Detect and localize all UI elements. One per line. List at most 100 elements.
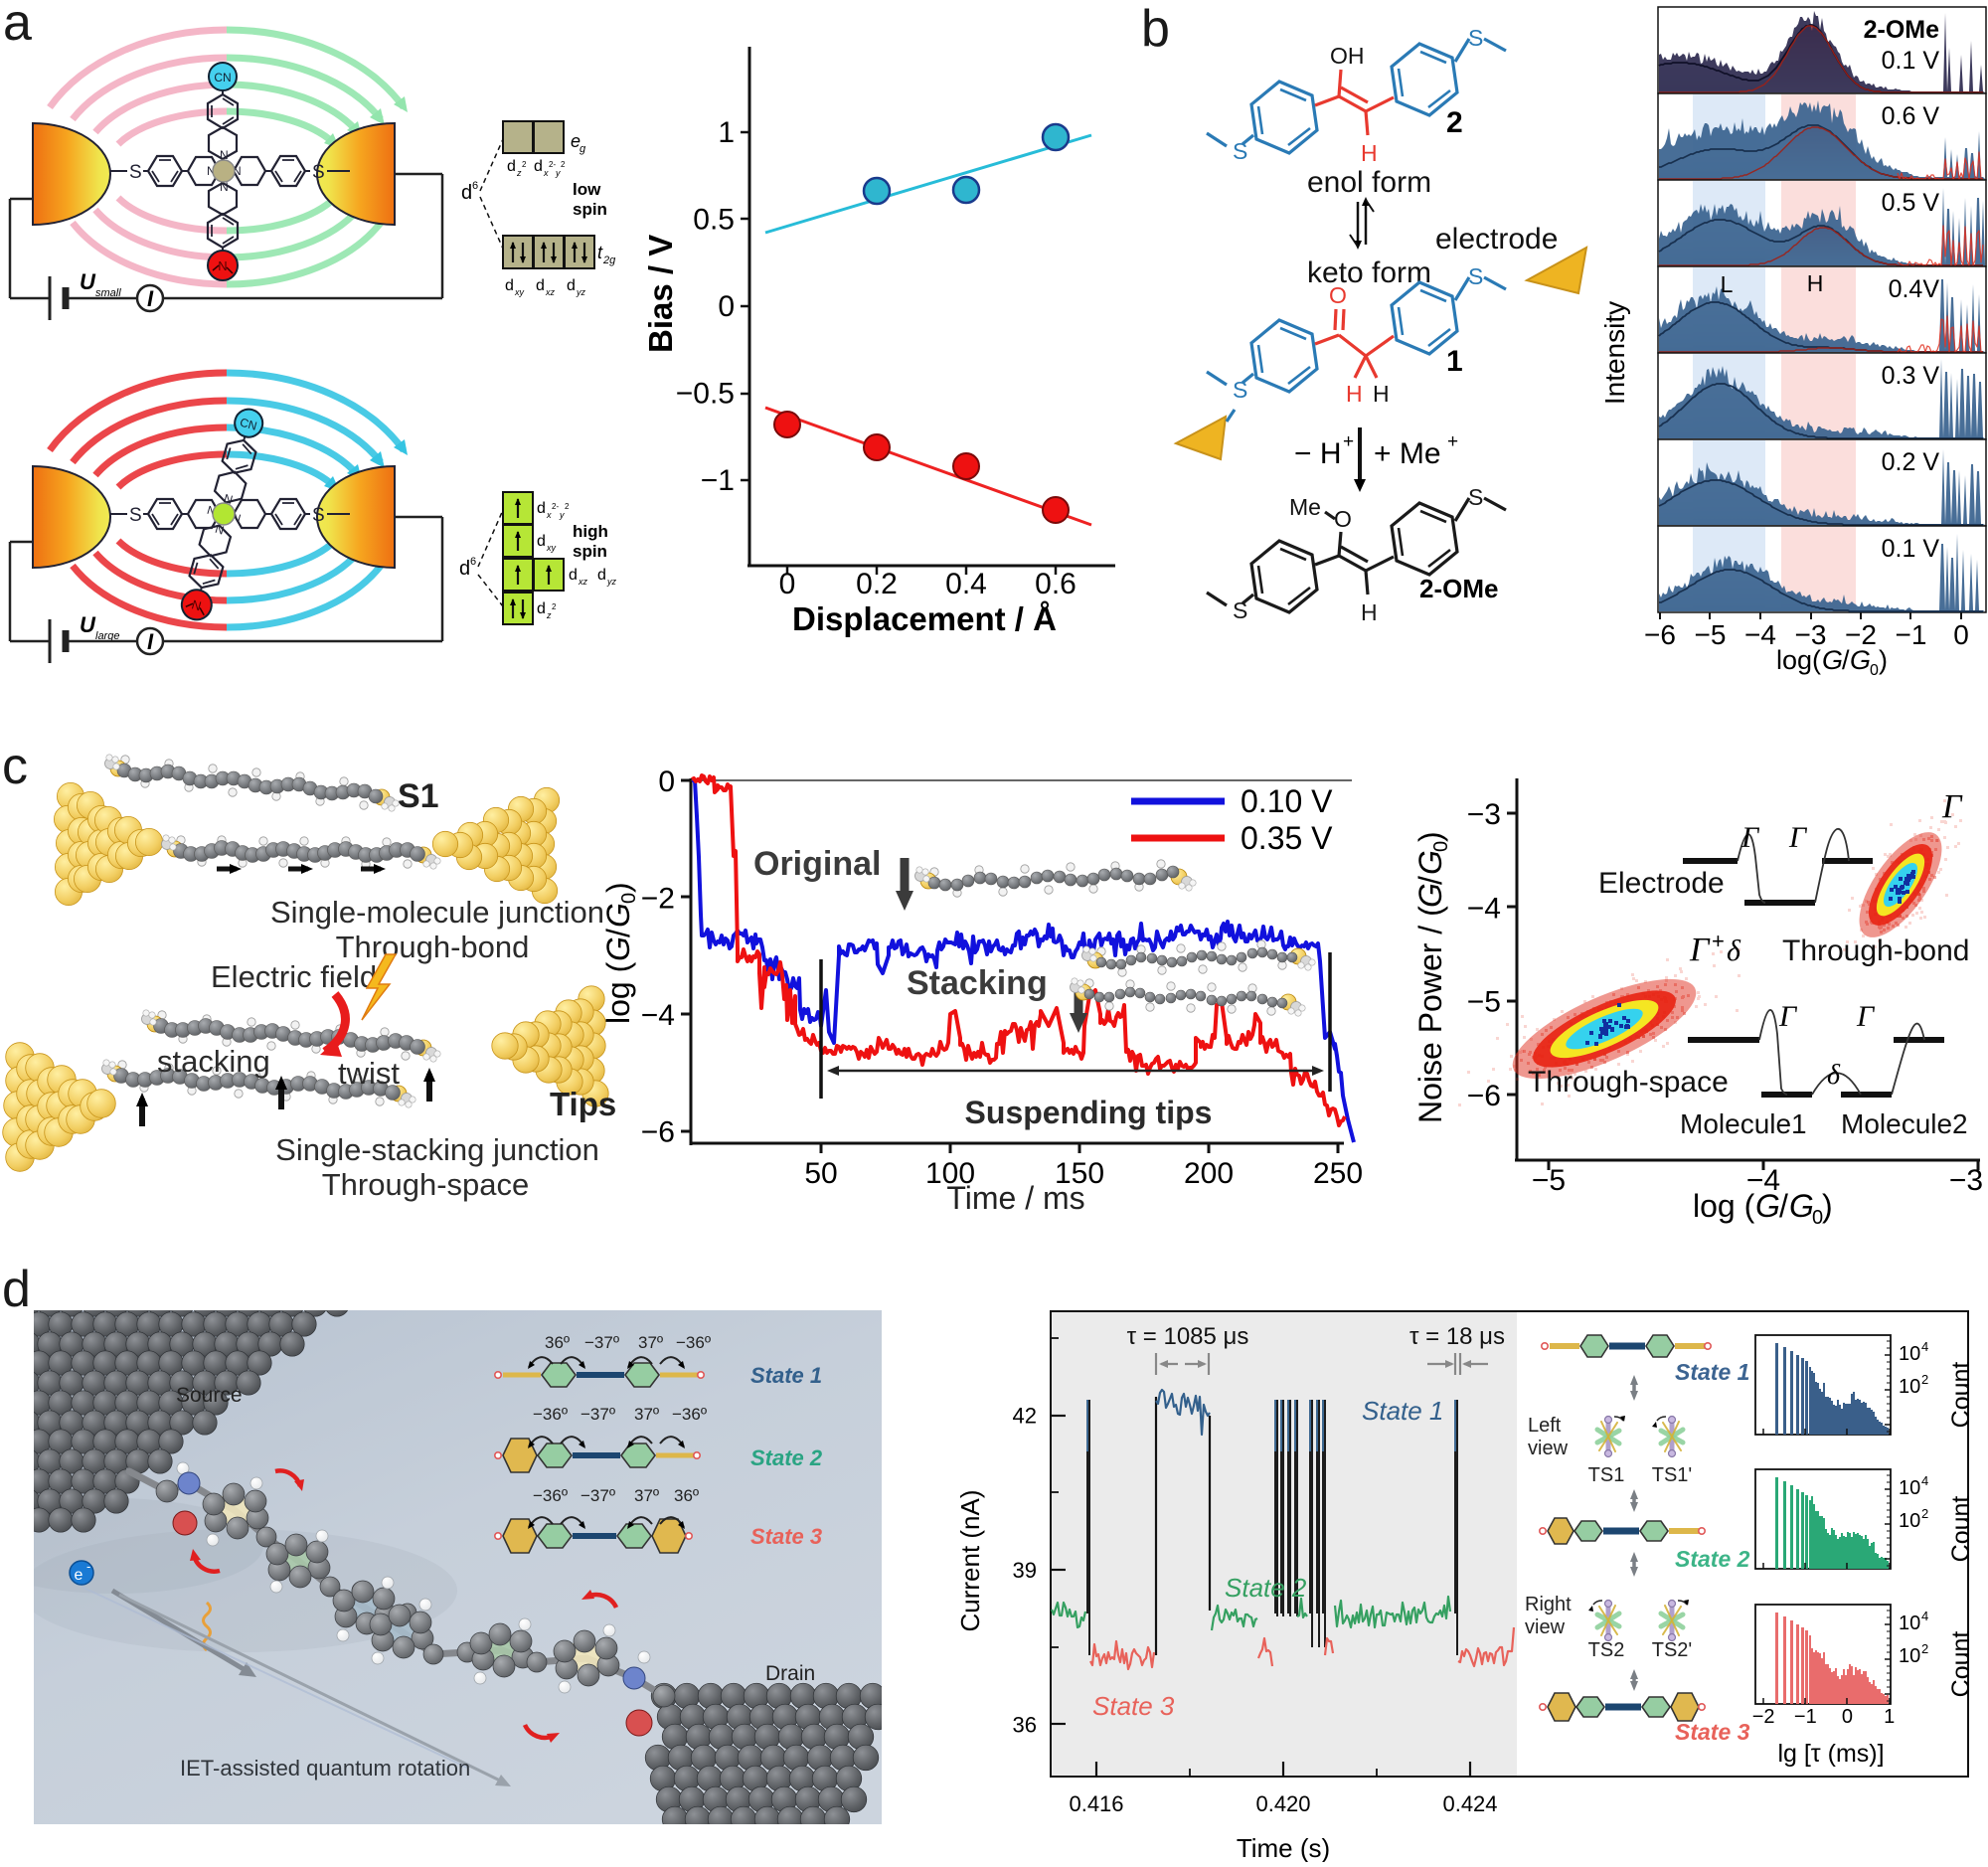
svg-text:view: view (1525, 1616, 1566, 1638)
svg-text:State 2: State 2 (1675, 1546, 1750, 1572)
svg-text:S: S (1233, 597, 1247, 623)
svg-text:CN: CN (239, 416, 259, 433)
svg-text:−36º: −36º (533, 1405, 568, 1424)
svg-text:Γ: Γ (1856, 1000, 1876, 1033)
svg-text:enol form: enol form (1307, 166, 1431, 199)
svg-text:G: G (1789, 1188, 1814, 1224)
svg-text:0.3 V: 0.3 V (1882, 362, 1940, 390)
svg-text:S: S (1468, 484, 1483, 510)
svg-text:10: 10 (1899, 1612, 1920, 1634)
svg-text:xz: xz (578, 577, 588, 587)
svg-text:State 1: State 1 (1675, 1359, 1749, 1385)
svg-text:0: 0 (1870, 662, 1879, 679)
svg-text:y: y (559, 510, 565, 520)
svg-text:S1: S1 (398, 777, 439, 815)
svg-text:37º: 37º (638, 1333, 663, 1352)
svg-text:10: 10 (1899, 1645, 1920, 1667)
svg-text:twist: twist (338, 1056, 400, 1091)
svg-text:Right: Right (1525, 1594, 1572, 1615)
svg-text:g: g (580, 143, 586, 155)
svg-text:State 3: State 3 (750, 1524, 822, 1549)
svg-text:stacking: stacking (157, 1044, 270, 1079)
svg-text:N: N (214, 522, 226, 538)
svg-text:d: d (537, 500, 546, 517)
svg-text:−4: −4 (1746, 1164, 1780, 1197)
svg-text:N: N (190, 596, 203, 613)
svg-text:Through-space: Through-space (1528, 1066, 1729, 1099)
svg-text:2: 2 (1446, 106, 1463, 139)
svg-text:0.1 V: 0.1 V (1882, 535, 1940, 563)
svg-text:N: N (218, 258, 227, 273)
svg-text:d: d (537, 600, 546, 617)
svg-text:36º: 36º (545, 1333, 570, 1352)
svg-text:): ) (1412, 831, 1448, 842)
svg-text:42: 42 (1013, 1404, 1037, 1429)
svg-text:d: d (507, 158, 516, 175)
svg-text:S: S (1468, 263, 1483, 289)
svg-text:H: H (1373, 381, 1390, 407)
svg-text:0: 0 (658, 765, 675, 798)
svg-text:50: 50 (804, 1157, 837, 1190)
svg-text:37º: 37º (634, 1405, 659, 1424)
svg-text:Γ: Γ (1941, 788, 1963, 825)
svg-text:τ = 18 μs: τ = 18 μs (1409, 1323, 1505, 1350)
svg-text:Single-stacking junction: Single-stacking junction (275, 1132, 599, 1167)
svg-text:10: 10 (1899, 1376, 1920, 1398)
svg-text:0.420: 0.420 (1255, 1791, 1310, 1816)
svg-text:−0.5: −0.5 (676, 378, 735, 411)
svg-text:0.10 V: 0.10 V (1241, 783, 1333, 819)
svg-text:10: 10 (1899, 1477, 1920, 1499)
svg-text:Left: Left (1528, 1415, 1562, 1437)
svg-text:−2: −2 (1752, 1706, 1775, 1728)
svg-text:0.5: 0.5 (693, 204, 735, 237)
svg-text:/: / (1842, 645, 1850, 675)
svg-text:Bias / V: Bias / V (642, 235, 679, 353)
svg-text:−6: −6 (641, 1116, 675, 1149)
svg-text:d: d (597, 567, 606, 584)
svg-text:TS1: TS1 (1588, 1464, 1625, 1486)
svg-text:N: N (220, 180, 229, 194)
svg-text:Source: Source (176, 1384, 243, 1407)
svg-text:G: G (1822, 645, 1843, 675)
svg-text:0.416: 0.416 (1069, 1791, 1123, 1816)
svg-text:State 3: State 3 (1675, 1719, 1750, 1745)
svg-text:0.4: 0.4 (945, 568, 987, 600)
svg-text:Count: Count (1947, 1496, 1975, 1563)
svg-text:TS2: TS2 (1588, 1639, 1625, 1661)
svg-text:1: 1 (1884, 1706, 1895, 1728)
svg-text:10: 10 (1899, 1343, 1920, 1365)
svg-text:2: 2 (522, 160, 527, 169)
svg-text:IET-assisted quantum rotation: IET-assisted quantum rotation (180, 1756, 470, 1781)
svg-text:Time (s): Time (s) (1237, 1833, 1330, 1862)
svg-text:Γ: Γ (1788, 821, 1808, 854)
svg-text:TS1': TS1' (1652, 1464, 1693, 1486)
svg-text:x: x (543, 168, 549, 178)
svg-text:Through-bond: Through-bond (1782, 934, 1969, 967)
svg-text:Γ: Γ (1740, 821, 1760, 854)
svg-text:H: H (1361, 140, 1378, 166)
svg-text:CN: CN (214, 71, 231, 85)
svg-text:L: L (1721, 271, 1734, 297)
svg-text:State 1: State 1 (1362, 1396, 1443, 1426)
svg-text:2: 2 (561, 160, 566, 169)
svg-text:G: G (1850, 645, 1871, 675)
svg-text:N: N (220, 148, 229, 162)
svg-text:S: S (312, 505, 325, 526)
svg-text:+: + (1447, 431, 1458, 452)
svg-text:−4: −4 (1744, 619, 1776, 650)
svg-text:0: 0 (1842, 1706, 1853, 1728)
svg-text:State 1: State 1 (750, 1363, 822, 1388)
svg-text:0: 0 (1953, 619, 1969, 650)
svg-text:S: S (129, 162, 142, 183)
svg-text:H: H (1361, 599, 1378, 625)
svg-text:δ: δ (1727, 934, 1741, 967)
svg-text:spin: spin (573, 542, 607, 561)
svg-text:Tips: Tips (550, 1086, 616, 1122)
svg-text:Γ: Γ (1778, 1000, 1798, 1033)
svg-text:Γ: Γ (1689, 932, 1711, 968)
svg-text:S: S (1468, 25, 1483, 51)
svg-text:2: 2 (1921, 1641, 1928, 1656)
svg-text:State 2: State 2 (1225, 1573, 1307, 1603)
svg-text:b: b (1141, 0, 1170, 58)
svg-text:2: 2 (1921, 1372, 1928, 1387)
